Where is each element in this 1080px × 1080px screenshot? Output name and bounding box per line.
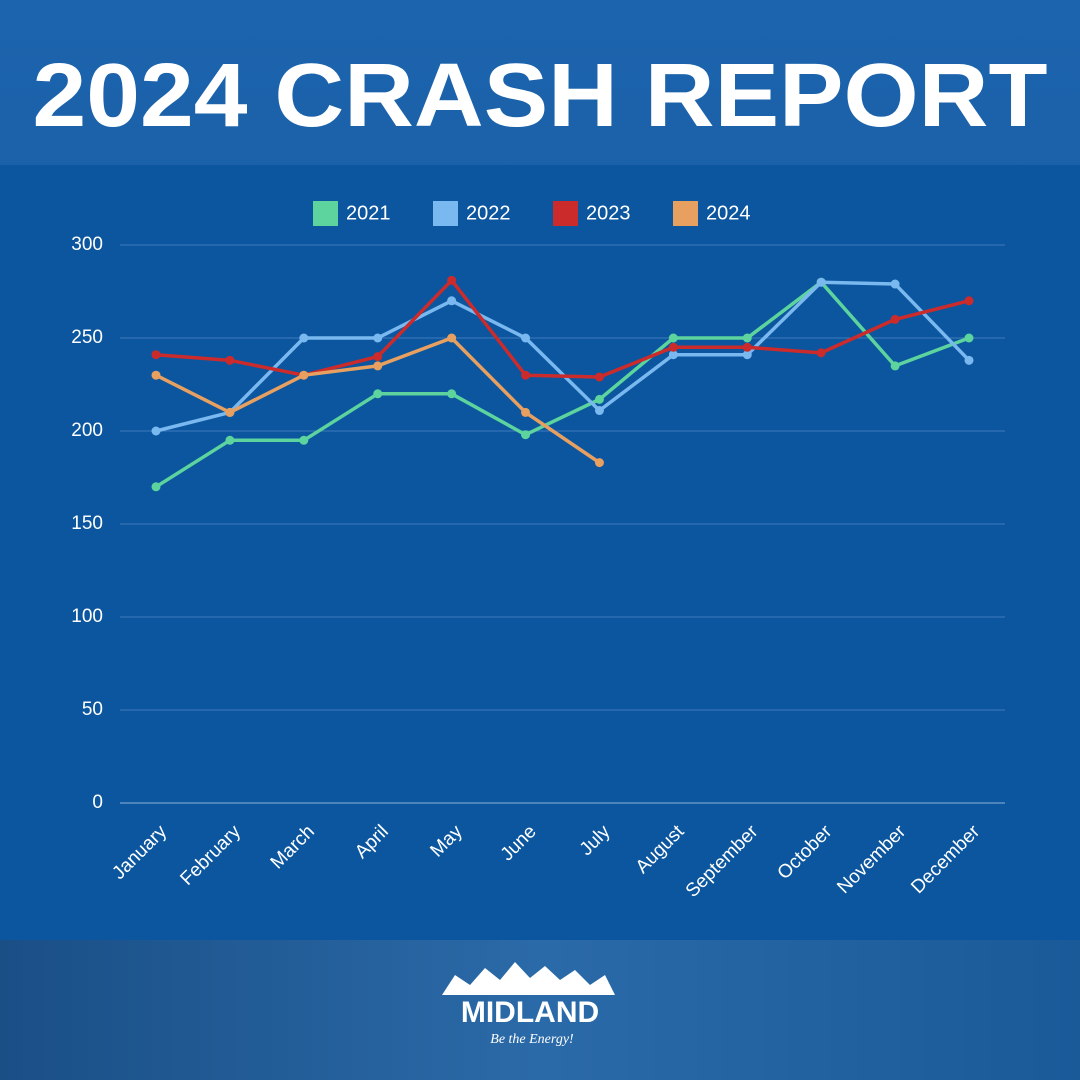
y-tick-label: 50: [82, 699, 103, 720]
series-line: [155, 278, 970, 379]
data-point: [151, 370, 161, 380]
y-tick-label: 150: [71, 513, 103, 534]
data-point: [373, 333, 383, 343]
data-point: [151, 482, 161, 492]
data-point: [668, 342, 678, 352]
data-point: [373, 361, 383, 371]
data-point: [668, 333, 678, 343]
data-point: [225, 407, 235, 417]
y-tick-label: 200: [71, 420, 103, 441]
data-point: [890, 314, 900, 324]
data-point: [964, 296, 974, 306]
data-point: [964, 355, 974, 365]
legend-label: 2024: [706, 202, 751, 224]
data-point: [521, 370, 531, 380]
legend-label: 2021: [346, 202, 391, 224]
chart-title: 2024 CRASH REPORT: [33, 46, 1048, 146]
data-point: [668, 350, 678, 360]
data-point: [521, 430, 531, 440]
series-line: [155, 280, 971, 433]
legend-swatch: [553, 201, 578, 226]
data-point: [521, 333, 531, 343]
logo: MIDLAND Be the Energy!: [442, 962, 615, 1047]
data-point: [225, 435, 235, 445]
data-point: [299, 333, 309, 343]
data-point: [742, 333, 752, 343]
data-point: [594, 372, 604, 382]
logo-tagline: Be the Energy!: [490, 1032, 574, 1047]
chart-panel: [0, 165, 1080, 940]
logo-skyline: [442, 962, 615, 995]
series-line: [155, 280, 970, 489]
data-point: [447, 333, 457, 343]
data-point: [447, 275, 457, 285]
legend-swatch: [313, 201, 338, 226]
data-point: [225, 355, 235, 365]
data-point: [594, 406, 604, 416]
data-point: [521, 407, 531, 417]
logo-name: MIDLAND: [461, 996, 599, 1029]
data-point: [151, 350, 161, 360]
legend-label: 2023: [586, 202, 631, 224]
data-point: [890, 279, 900, 289]
data-point: [299, 370, 309, 380]
data-point: [742, 342, 752, 352]
legend-swatch: [673, 201, 698, 226]
data-point: [373, 389, 383, 399]
legend-label: 2022: [466, 202, 511, 224]
road-photo: [0, 940, 1080, 1080]
data-point: [447, 389, 457, 399]
y-tick-label: 300: [71, 234, 103, 255]
data-point: [299, 435, 309, 445]
data-point: [964, 333, 974, 343]
data-point: [594, 394, 604, 404]
data-point: [816, 348, 826, 358]
data-point: [373, 352, 383, 362]
y-tick-label: 0: [92, 792, 103, 813]
data-point: [742, 350, 752, 360]
legend-swatch: [433, 201, 458, 226]
data-point: [890, 361, 900, 371]
y-tick-label: 250: [71, 327, 103, 348]
y-tick-label: 100: [71, 606, 103, 627]
data-point: [151, 426, 161, 436]
data-point: [594, 458, 604, 468]
data-point: [447, 296, 457, 306]
data-point: [816, 277, 826, 287]
